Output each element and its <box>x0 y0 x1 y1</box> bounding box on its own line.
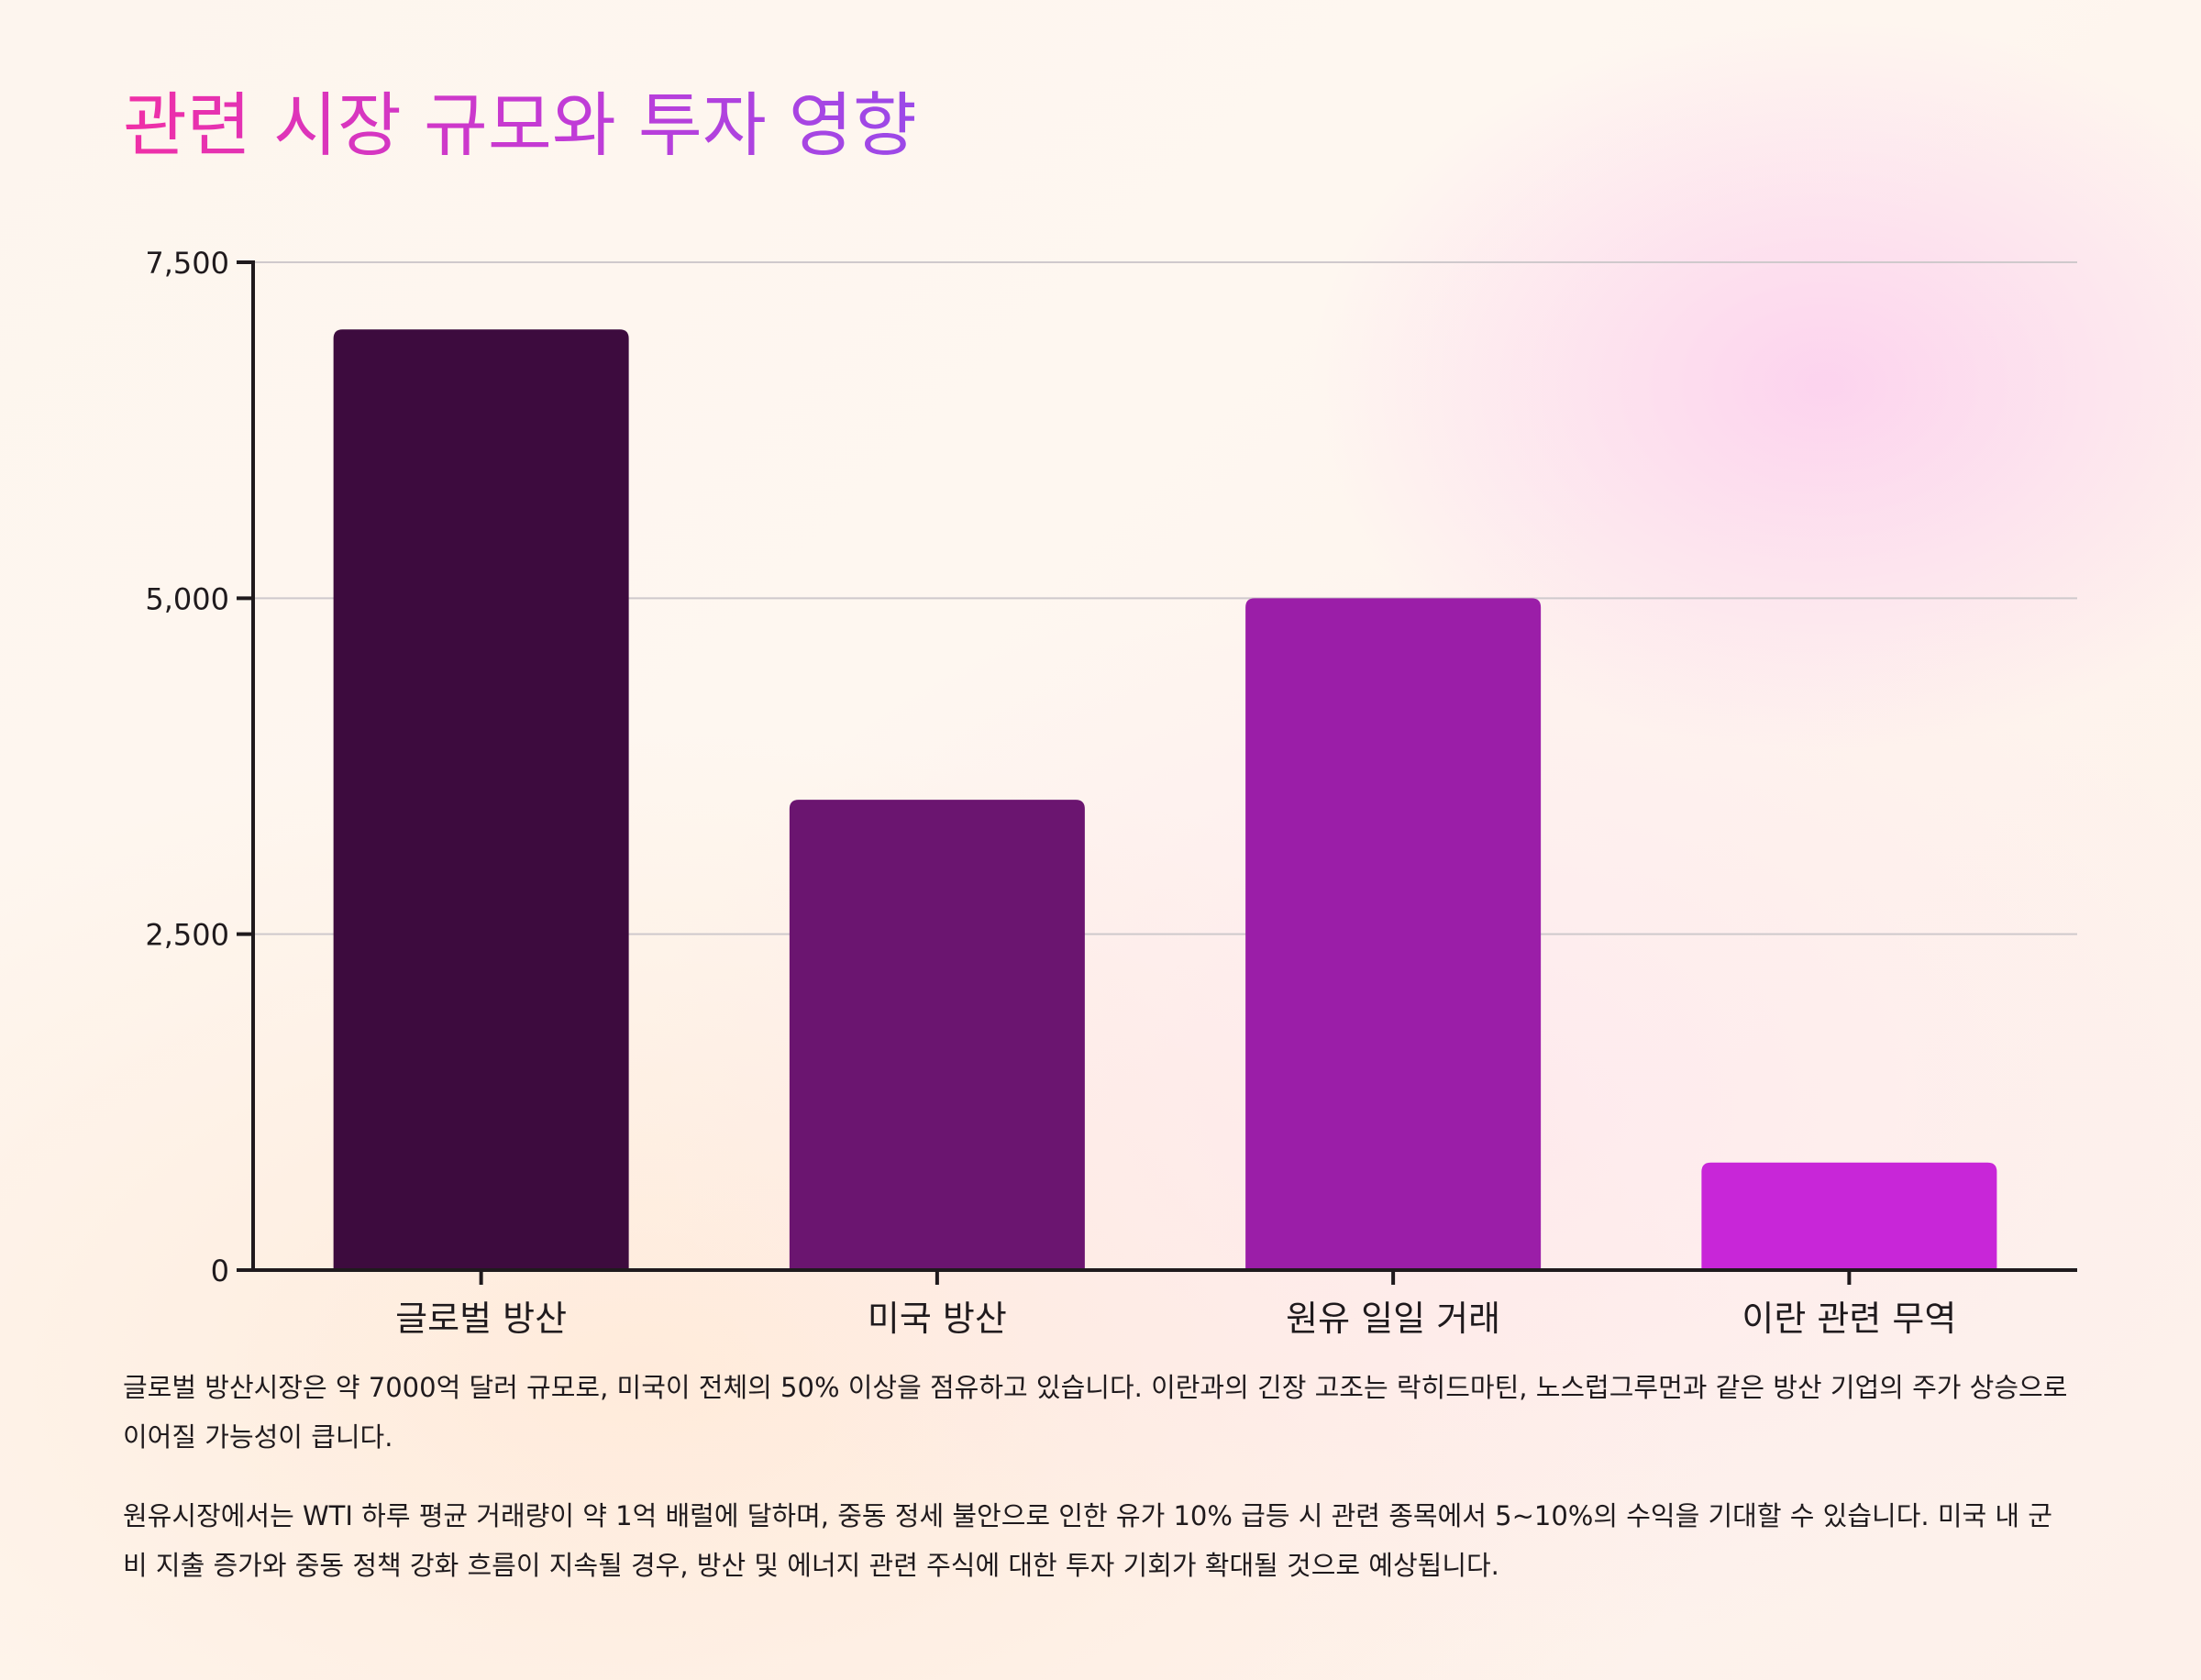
bar-chart: 글로벌 방산 미국 방산 원유 일일 거래 이란 관련 무역 0 2,500 5,000 7,… <box>145 246 2077 1339</box>
x-tick-label: 글로벌 방산 <box>395 1299 567 1339</box>
x-tick-label: 이란 관련 무역 <box>1742 1299 1956 1339</box>
bar-2 <box>789 800 1085 1270</box>
description-paragraph-1: 글로벌 방산시장은 약 7000억 달러 규모로, 미국이 전체의 50% 이상… <box>123 1372 2068 1453</box>
bar-3 <box>1245 598 1542 1270</box>
bar-4 <box>1701 1162 1997 1270</box>
description-paragraph-2: 원유시장에서는 WTI 하루 평균 거래량이 약 1억 배럴에 달하며, 중동 … <box>123 1500 2052 1581</box>
y-tick-label: 5,000 <box>145 581 229 616</box>
bar-1 <box>333 329 629 1271</box>
y-tick-label: 0 <box>211 1254 229 1288</box>
chart-title: 관련 시장 규모와 투자 영향 <box>123 75 917 176</box>
y-tick-label: 7,500 <box>145 246 229 281</box>
description: 글로벌 방산시장은 약 7000억 달러 규모로, 미국이 전체의 50% 이상… <box>123 1363 2076 1619</box>
x-tick-label: 원유 일일 거래 <box>1286 1299 1500 1339</box>
y-tick-label: 2,500 <box>145 918 229 953</box>
x-tick-label: 미국 방산 <box>868 1299 1007 1339</box>
